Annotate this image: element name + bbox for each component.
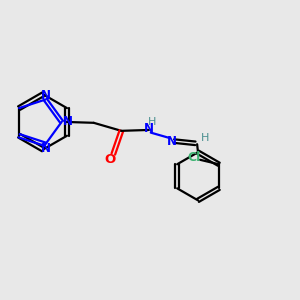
Text: N: N: [167, 135, 177, 148]
Text: N: N: [143, 122, 154, 135]
Text: H: H: [148, 117, 157, 128]
Text: N: N: [62, 116, 72, 128]
Text: N: N: [40, 88, 50, 102]
Text: Cl: Cl: [187, 151, 200, 164]
Text: N: N: [40, 142, 50, 155]
Text: H: H: [201, 133, 209, 143]
Text: O: O: [104, 153, 116, 166]
